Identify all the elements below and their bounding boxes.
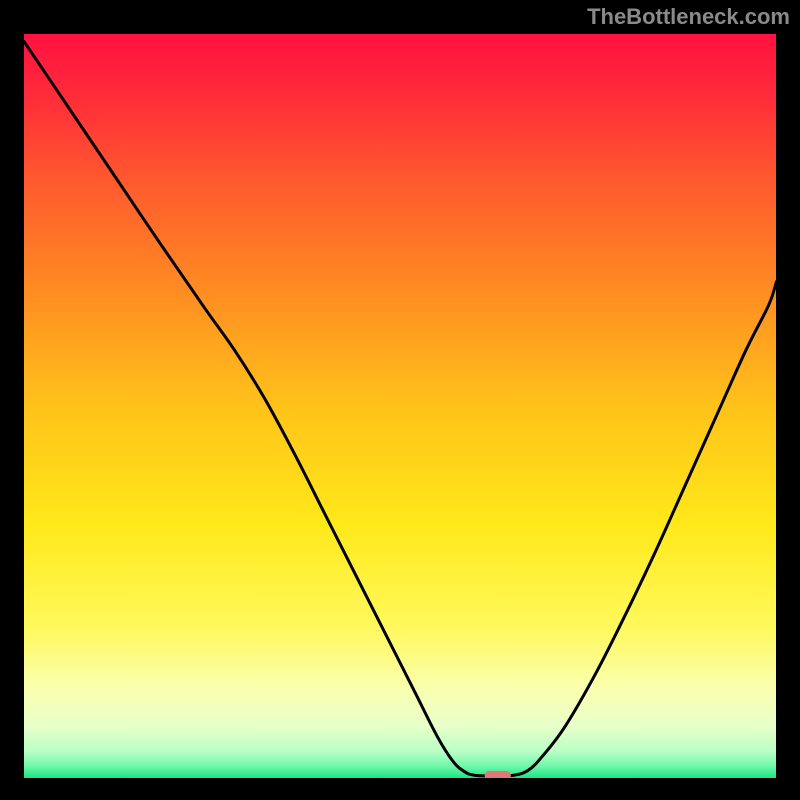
optimal-point-marker (485, 771, 511, 778)
bottleneck-curve (24, 41, 776, 775)
chart-svg (24, 34, 776, 778)
watermark-text: TheBottleneck.com (587, 4, 790, 30)
chart-plot-area (24, 34, 776, 778)
